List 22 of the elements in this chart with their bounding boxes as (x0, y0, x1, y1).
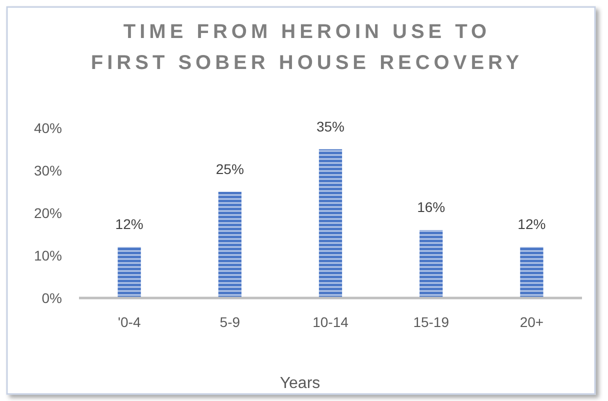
bar (420, 230, 443, 298)
x-tick-label: 5-9 (220, 314, 240, 330)
bar (520, 247, 544, 298)
data-label: 12% (518, 216, 546, 232)
bar (118, 247, 141, 298)
y-tick-label: 10% (34, 247, 62, 264)
y-tick-label: 0% (42, 290, 62, 306)
x-tick-label: 20+ (520, 314, 544, 330)
bar (318, 149, 342, 298)
chart-title: TIME FROM HEROIN USE TO FIRST SOBER HOUSE RECOVERY (90, 21, 524, 74)
y-tick-label: 20% (34, 204, 62, 221)
data-label: 16% (417, 199, 446, 215)
bar (218, 192, 242, 298)
x-tick-label: 10-14 (312, 314, 349, 330)
data-label: 25% (216, 160, 244, 177)
data-label: 35% (316, 118, 345, 134)
data-label: 12% (115, 216, 144, 232)
x-tick-label: '0-4 (118, 314, 141, 330)
x-axis-title: Years (280, 375, 320, 392)
y-tick-label: 40% (34, 120, 62, 136)
x-tick-label: 15-19 (413, 314, 450, 330)
y-tick-label: 30% (34, 162, 62, 178)
